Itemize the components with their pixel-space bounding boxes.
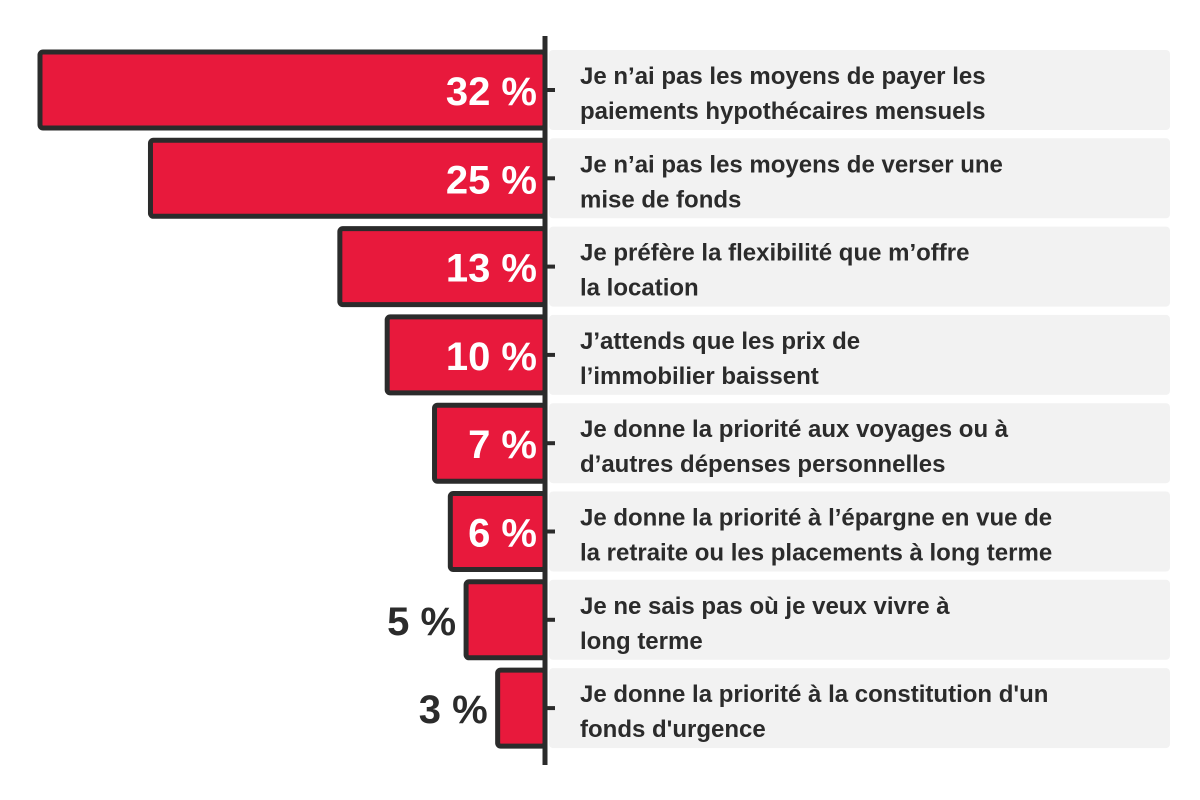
value-label: 5 % — [387, 600, 456, 644]
value-label: 13 % — [446, 247, 537, 291]
category-label-background — [549, 314, 1170, 395]
bar — [463, 579, 548, 661]
category-label-line: paiements hypothécaires mensuels — [580, 98, 986, 125]
category-label: J’attends que les prix de l’immobilier ba… — [580, 328, 860, 390]
category-label-background — [549, 403, 1170, 484]
category-label-background — [549, 491, 1170, 572]
category-label-line: J’attends que les prix de — [580, 328, 860, 355]
category-label-line: Je n’ai pas les moyens de payer les — [580, 63, 986, 90]
bar — [495, 667, 548, 749]
category-label-line: fonds d'urgence — [580, 716, 766, 743]
value-label: 7 % — [468, 423, 537, 467]
category-label-line: long terme — [580, 628, 703, 655]
category-label-line: la location — [580, 275, 699, 302]
category-label: Je préfère la flexibilité que m’offre la … — [580, 240, 969, 302]
category-label: Je n’ai pas les moyens de verser une mise… — [580, 151, 1003, 213]
category-label: Je donne la priorité à la constitution d… — [580, 681, 1048, 743]
category-label-line: mise de fonds — [580, 186, 741, 213]
category-label: Je n’ai pas les moyens de payer les paiem… — [580, 63, 986, 125]
value-label: 3 % — [419, 688, 488, 732]
category-label-background — [549, 50, 1170, 130]
category-label-background — [549, 138, 1170, 219]
category-label-line: Je donne la priorité à la constitution d… — [580, 681, 1048, 708]
value-label: 32 % — [446, 70, 537, 114]
category-label-line: l’immobilier baissent — [580, 363, 819, 390]
category-label: Je donne la priorité à l’épargne en vue … — [580, 505, 1052, 567]
category-label-background — [549, 226, 1170, 307]
value-label: 25 % — [446, 158, 537, 202]
category-label-line: d’autres dépenses personnelles — [580, 451, 945, 478]
category-label-line: Je donne la priorité à l’épargne en vue … — [580, 505, 1052, 532]
category-label-line: Je ne sais pas où je veux vivre à — [580, 593, 950, 620]
value-label: 6 % — [468, 512, 537, 556]
category-label: Je donne la priorité aux voyages ou à d’a… — [580, 416, 1009, 478]
category-label-background — [549, 668, 1170, 749]
value-label: 10 % — [446, 335, 537, 379]
category-label: Je ne sais pas où je veux vivre à long te… — [580, 593, 950, 655]
category-label-line: Je n’ai pas les moyens de verser une — [580, 151, 1003, 178]
category-label-line: la retraite ou les placements à long ter… — [580, 540, 1052, 567]
category-label-line: Je donne la priorité aux voyages ou à — [580, 416, 1009, 443]
category-label-line: Je préfère la flexibilité que m’offre — [580, 240, 969, 267]
category-label-background — [549, 579, 1170, 660]
